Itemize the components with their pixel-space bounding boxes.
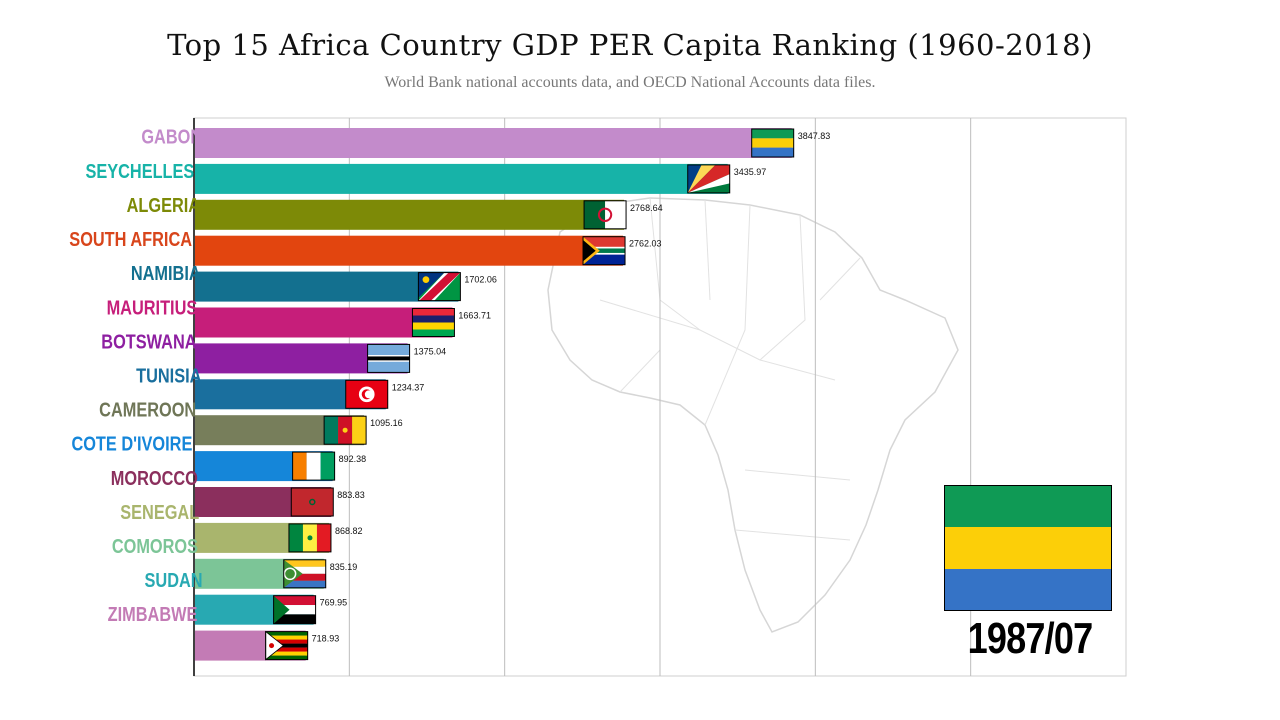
- category-label: TUNISIA: [136, 364, 201, 387]
- map-border: [819, 257, 861, 301]
- flag-comoros: [283, 559, 327, 589]
- flag-tunisia: [345, 379, 389, 409]
- category-label: SUDAN: [145, 569, 203, 592]
- category-labels: GABON SEYCHELLES ALGERIA SOUTH AFRICA NAMIBI…: [69, 125, 202, 625]
- category-label: SENEGAL: [120, 500, 199, 523]
- flag-stripe-green: [945, 486, 1111, 528]
- bar: [195, 163, 728, 194]
- category-label: MOROCCO: [111, 466, 198, 489]
- flag-cote-divoire: [292, 451, 336, 481]
- category-label: CAMEROON: [99, 398, 196, 421]
- flag-mauritius: [411, 308, 455, 337]
- bar: [195, 128, 792, 158]
- flag-algeria: [583, 200, 627, 230]
- flag-cameroon: [323, 415, 367, 445]
- category-label: NAMIBIA: [131, 262, 201, 285]
- flag-sudan: [273, 595, 317, 625]
- value-label: 1702.06: [464, 275, 497, 285]
- value-label: 1234.37: [392, 382, 425, 392]
- value-label: 1663.71: [458, 311, 491, 321]
- flag-stripe-yellow: [945, 527, 1111, 569]
- bar: [195, 235, 624, 266]
- category-label: COTE D'IVOIRE: [71, 432, 192, 455]
- category-label: ALGERIA: [127, 193, 200, 216]
- value-label: 3435.97: [734, 167, 767, 177]
- flag-south-africa: [582, 236, 626, 266]
- map-border: [704, 204, 751, 426]
- bars: 3847.83 3435.97 2768.64 2762.03 1702.06 1663.…: [195, 128, 830, 661]
- value-label: 892.38: [339, 454, 367, 464]
- map-border: [619, 349, 661, 393]
- map-outline: [547, 197, 959, 633]
- flag-seychelles: [687, 164, 731, 194]
- category-label: MAURITIUS: [107, 296, 198, 319]
- value-label: 1375.04: [414, 346, 447, 356]
- category-label: COMOROS: [112, 534, 198, 557]
- value-label: 3847.83: [798, 131, 831, 141]
- chart-subtitle: World Bank national accounts data, and O…: [384, 74, 876, 91]
- category-label: BOTSWANA: [101, 330, 196, 353]
- period-label: 1987/07: [967, 614, 1094, 663]
- value-label: 2762.03: [629, 239, 662, 249]
- flag-botswana: [367, 343, 411, 373]
- map-border: [704, 199, 711, 301]
- map-border: [734, 529, 851, 541]
- category-label: GABON: [141, 125, 202, 148]
- category-label: SEYCHELLES: [85, 159, 194, 182]
- value-label: 1095.16: [370, 418, 403, 428]
- flag-morocco: [290, 487, 334, 517]
- flag-zimbabwe: [265, 630, 309, 661]
- value-label: 883.83: [337, 490, 365, 500]
- value-label: 2768.64: [630, 203, 663, 213]
- value-label: 718.93: [312, 634, 340, 644]
- map-border: [649, 197, 701, 331]
- leader-flag: [944, 485, 1112, 611]
- category-label: SOUTH AFRICA: [69, 227, 192, 250]
- bar: [195, 199, 625, 230]
- value-label: 835.19: [330, 562, 358, 572]
- value-label: 868.82: [335, 526, 363, 536]
- flag-senegal: [288, 523, 332, 553]
- value-label: 769.95: [320, 598, 348, 608]
- category-label: ZIMBABWE: [108, 603, 198, 626]
- map-border: [759, 214, 806, 361]
- flag-namibia: [417, 272, 461, 302]
- flag-stripe-blue: [945, 568, 1111, 610]
- map-border: [599, 299, 836, 381]
- bar: [195, 307, 453, 338]
- africa-map-background: [547, 197, 959, 633]
- map-border: [744, 469, 851, 481]
- bar: [195, 271, 459, 302]
- chart-title: Top 15 Africa Country GDP PER Capita Ran…: [167, 28, 1093, 62]
- flag-gabon: [751, 128, 795, 158]
